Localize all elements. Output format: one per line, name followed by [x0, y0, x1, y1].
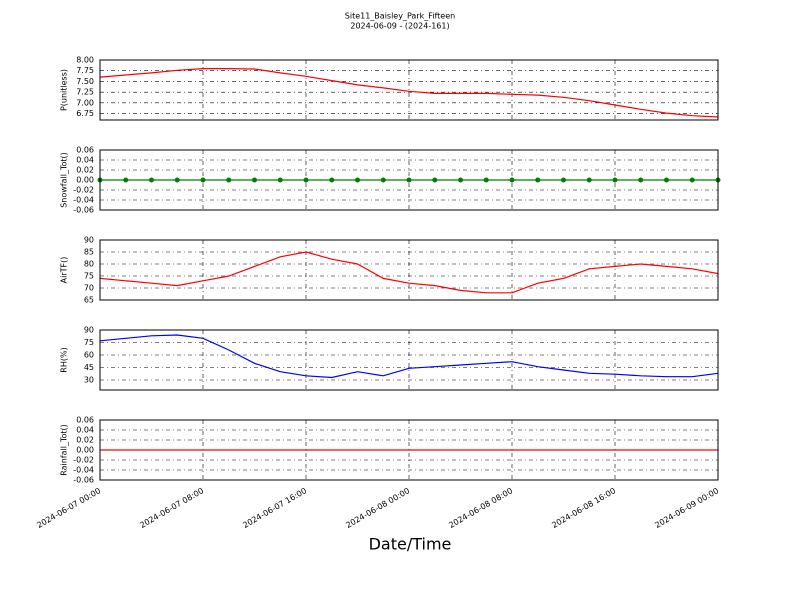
data-point — [226, 177, 232, 183]
plot-frame — [99, 59, 719, 121]
data-point — [432, 177, 438, 183]
y-tick-label: 75 — [84, 338, 94, 347]
y-tick-label: 0.04 — [76, 156, 94, 165]
data-line — [99, 67, 719, 118]
y-tick-label: 0.00 — [76, 446, 94, 455]
data-point — [149, 177, 154, 183]
y-tick-label: 7.50 — [76, 77, 94, 86]
y-axis-label: AirTF() — [60, 257, 69, 284]
y-tick-label: -0.02 — [73, 186, 94, 195]
y-tick-label: 30 — [84, 376, 94, 385]
data-point — [638, 177, 644, 183]
y-tick-label: 85 — [84, 248, 94, 257]
data-point — [612, 177, 618, 183]
y-tick-label: 0.02 — [76, 166, 94, 175]
data-point — [303, 177, 309, 183]
data-point — [200, 177, 206, 183]
y-tick-label: 7.75 — [76, 66, 94, 75]
data-point — [406, 177, 412, 183]
data-point — [586, 177, 592, 183]
plot-frame — [99, 329, 719, 391]
y-tick-label: 0.04 — [76, 426, 94, 435]
data-point — [509, 177, 515, 183]
data-point — [458, 177, 463, 183]
y-tick-label: 80 — [84, 260, 94, 269]
y-axis-label: RH(%) — [60, 347, 69, 372]
data-point — [689, 177, 695, 183]
data-line — [99, 334, 719, 379]
y-tick-label: 60 — [84, 351, 94, 360]
y-tick-label: 7.00 — [76, 98, 94, 107]
data-point — [329, 177, 335, 183]
data-line — [99, 251, 719, 294]
data-point — [380, 177, 386, 183]
y-tick-label: -0.06 — [73, 206, 94, 215]
y-tick-label: 0.00 — [76, 176, 94, 185]
plot-frame — [99, 239, 719, 301]
y-tick-label: 90 — [84, 236, 94, 245]
y-tick-label: -0.04 — [73, 466, 94, 475]
plot-frame — [99, 419, 719, 481]
y-tick-label: 90 — [84, 326, 94, 335]
y-tick-label: 6.75 — [76, 109, 94, 118]
plot-frame — [99, 149, 719, 211]
y-tick-label: 75 — [84, 272, 94, 281]
y-tick-label: -0.06 — [73, 476, 94, 485]
chart-subtitle: 2024-06-09 - (2024-161) — [350, 22, 449, 31]
y-tick-label: 45 — [84, 363, 94, 372]
y-tick-label: 0.02 — [76, 436, 94, 445]
data-point — [483, 177, 489, 183]
y-tick-label: 7.25 — [76, 88, 94, 97]
chart-title: Site11_Baisley_Park_Fifteen — [345, 12, 455, 21]
y-axis-label: Snowfall_Tot() — [60, 152, 69, 208]
x-axis-label: Date/Time — [369, 535, 452, 554]
data-point — [174, 177, 180, 183]
data-point — [277, 177, 283, 183]
data-point — [664, 177, 669, 183]
y-tick-label: 0.06 — [76, 416, 94, 425]
y-tick-label: -0.04 — [73, 196, 94, 205]
data-point — [355, 177, 360, 183]
data-point — [252, 177, 257, 183]
y-tick-label: 0.06 — [76, 146, 94, 155]
y-tick-label: 8.00 — [76, 56, 94, 65]
data-point — [561, 177, 566, 183]
data-point — [123, 177, 129, 183]
y-tick-label: -0.02 — [73, 456, 94, 465]
y-axis-label: Rainfall_Tot() — [60, 424, 69, 476]
y-tick-label: 70 — [84, 284, 94, 293]
data-point — [535, 177, 541, 183]
y-axis-label: P(unitless) — [60, 69, 69, 111]
y-tick-label: 65 — [84, 296, 94, 305]
